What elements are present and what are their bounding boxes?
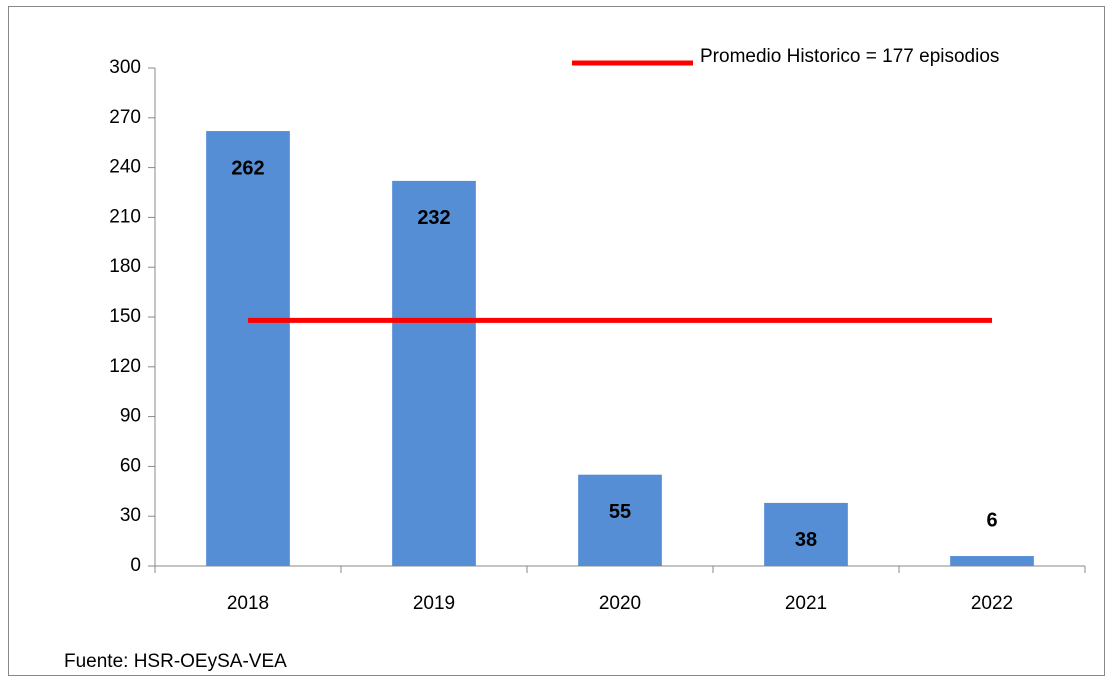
y-tick-label: 150 (109, 306, 141, 327)
x-tick-label: 2021 (785, 593, 827, 614)
data-label: 55 (609, 501, 631, 523)
y-tick-label: 30 (120, 505, 141, 526)
y-tick-label: 240 (109, 157, 141, 178)
y-tick-label: 210 (109, 206, 141, 227)
x-tick-label: 2020 (599, 593, 641, 614)
bar (206, 131, 290, 566)
y-tick-label: 0 (130, 555, 141, 576)
data-label: 6 (986, 509, 997, 531)
bar (392, 180, 476, 566)
y-tick-label: 300 (109, 57, 141, 78)
legend-label: Promedio Historico = 177 episodios (700, 46, 999, 67)
data-label: 262 (231, 157, 264, 179)
source-note: Fuente: HSR-OEySA-VEA (64, 651, 287, 672)
x-tick-label: 2018 (227, 593, 269, 614)
x-tick-label: 2022 (971, 593, 1013, 614)
y-tick-label: 180 (109, 256, 141, 277)
y-tick-label: 90 (120, 406, 141, 427)
bar (950, 556, 1034, 566)
bar (578, 474, 662, 566)
bar (764, 502, 848, 566)
y-tick-label: 60 (120, 455, 141, 476)
data-label: 232 (417, 207, 450, 229)
chart-frame (8, 6, 1105, 676)
x-tick-label: 2019 (413, 593, 455, 614)
y-tick-label: 120 (109, 356, 141, 377)
data-label: 38 (795, 529, 817, 551)
y-tick-label: 270 (109, 107, 141, 128)
